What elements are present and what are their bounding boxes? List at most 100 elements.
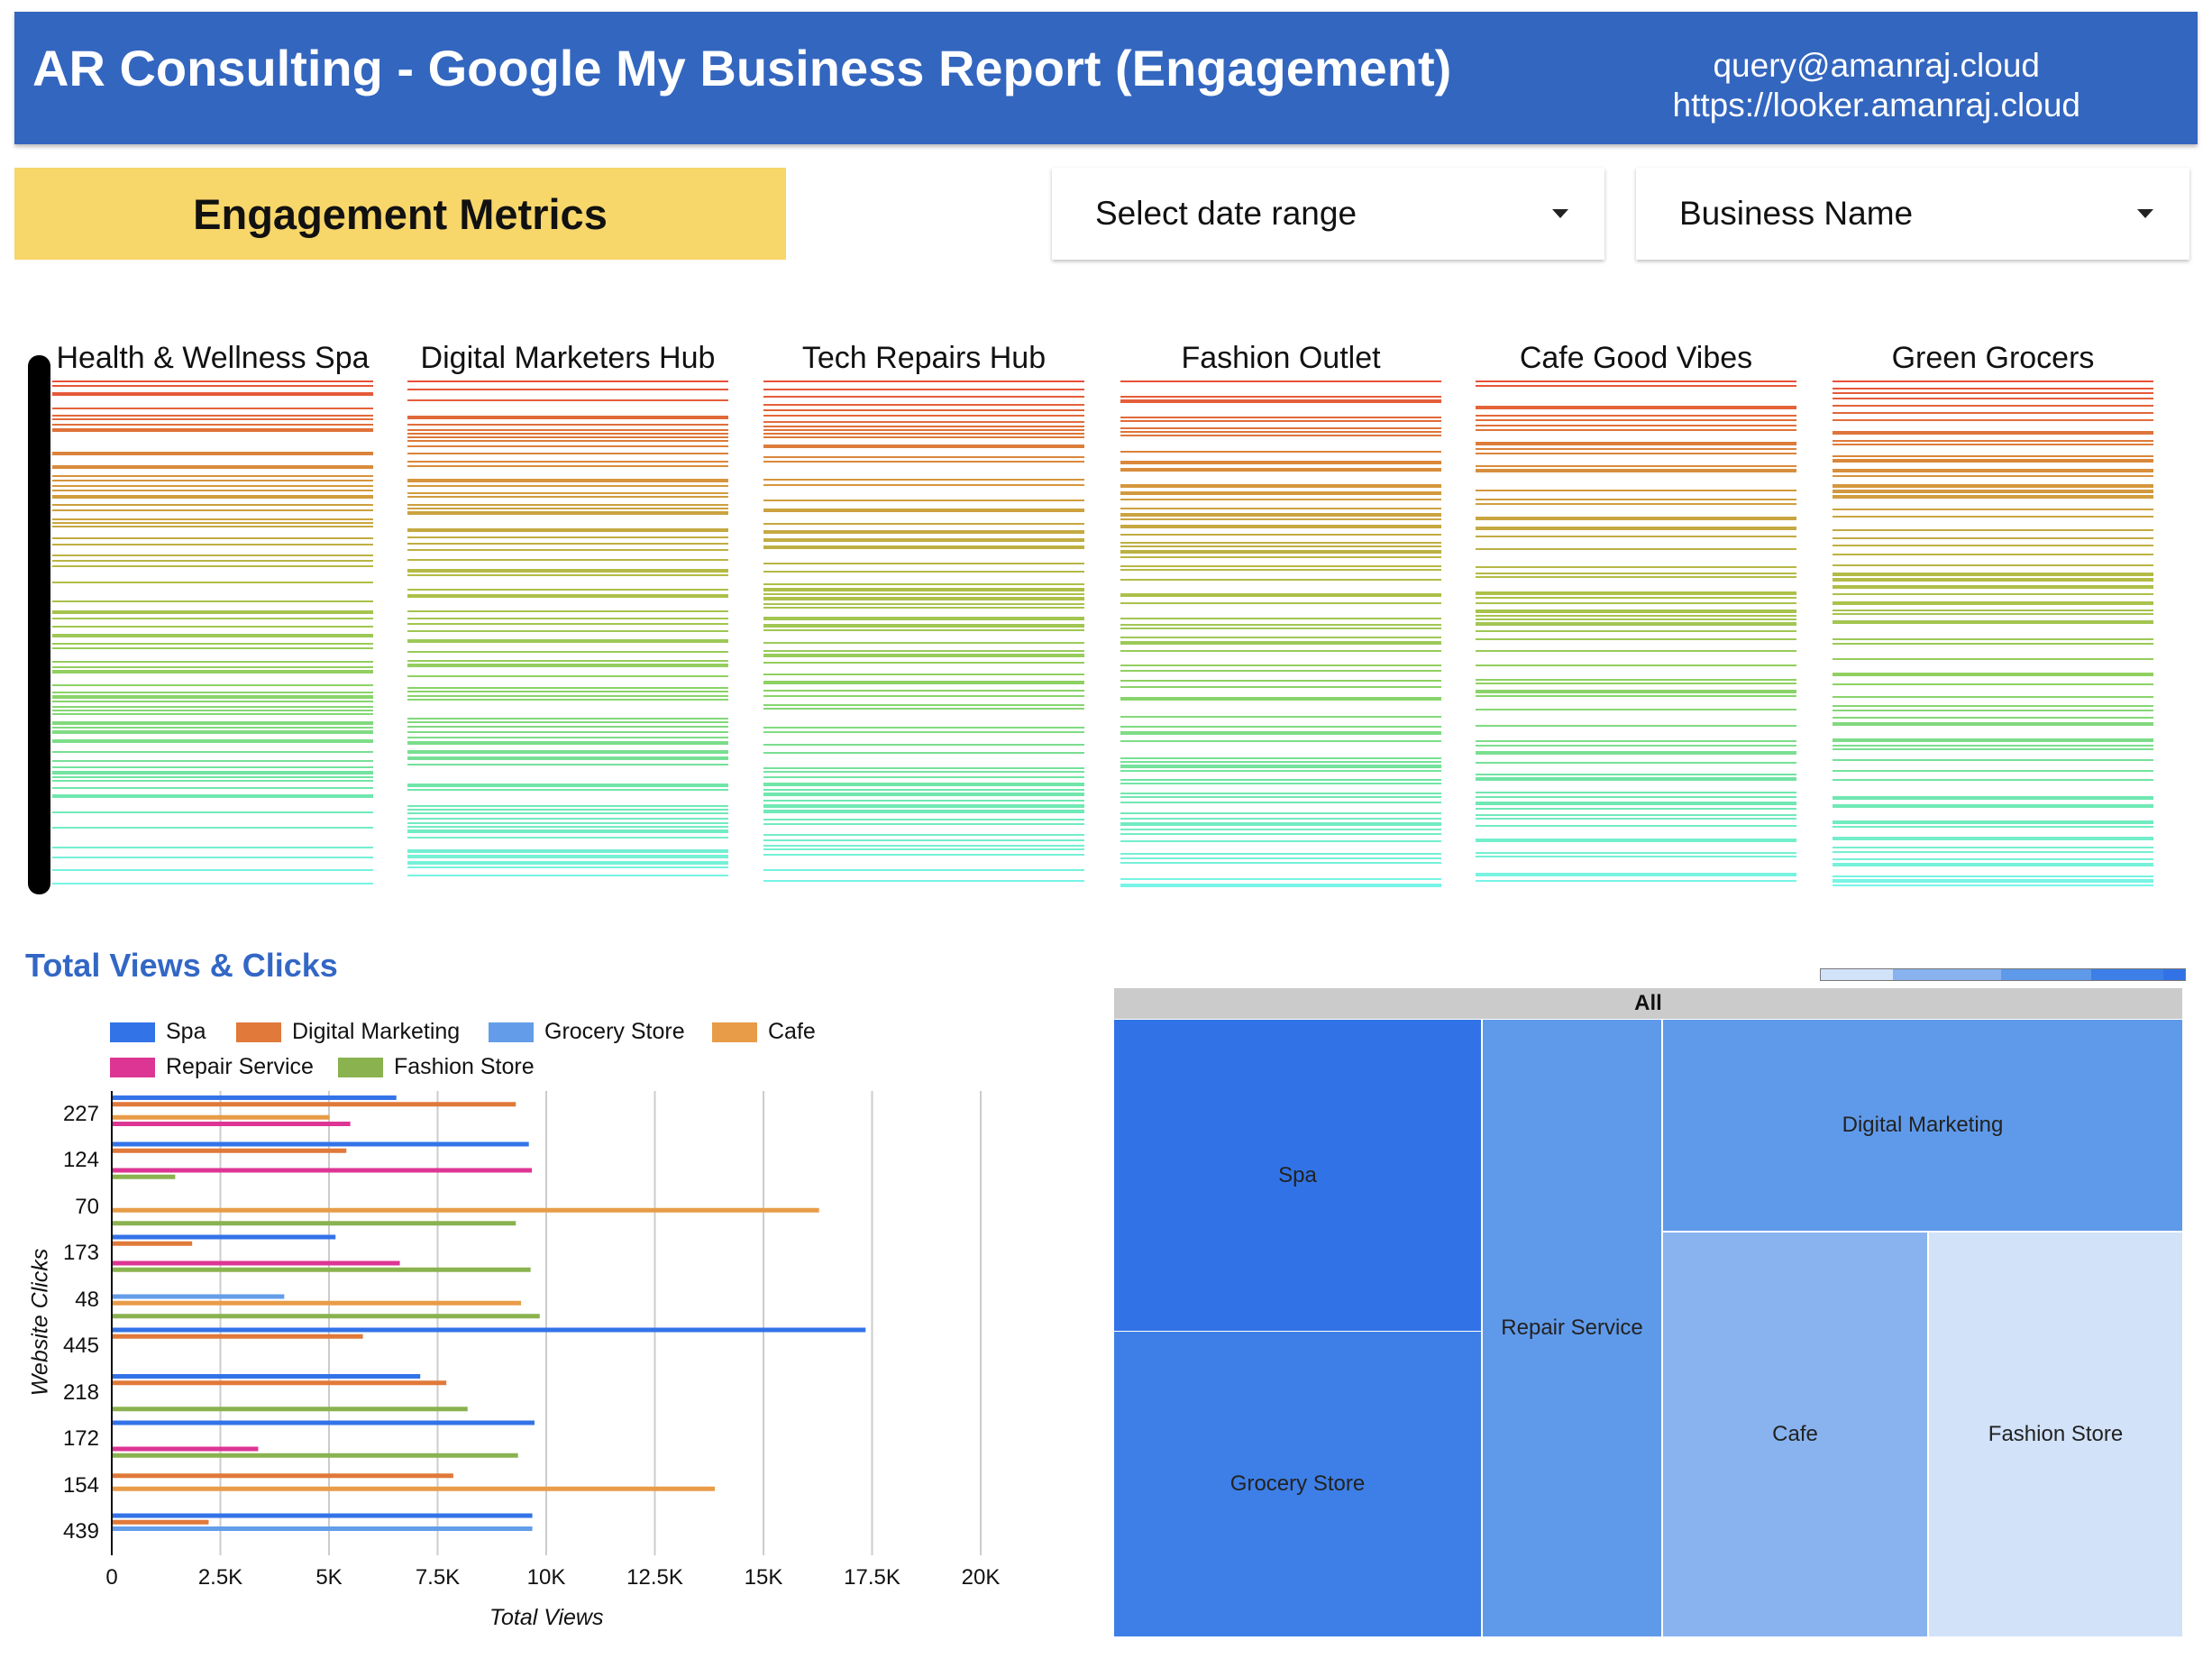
- contact-info: query@amanraj.cloud https://looker.amanr…: [1673, 46, 2080, 125]
- bar-digital-marketing[interactable]: [112, 1380, 447, 1386]
- strip-line: [763, 538, 1084, 542]
- contact-url[interactable]: https://looker.amanraj.cloud: [1672, 87, 2080, 124]
- bar-spa[interactable]: [112, 1095, 397, 1100]
- bar-repair-service[interactable]: [112, 1260, 400, 1266]
- x-tick-label: 15K: [744, 1565, 783, 1590]
- bar-repair-service[interactable]: [112, 1122, 351, 1126]
- legend-item[interactable]: Cafe: [712, 1019, 816, 1045]
- scroll-handle[interactable]: [28, 355, 50, 894]
- strip-line: [1476, 774, 1796, 775]
- strip-line: [1120, 857, 1441, 859]
- strip-line: [1120, 796, 1441, 798]
- strip-chart: [407, 379, 728, 889]
- strip-line: [1833, 610, 2153, 611]
- strip-line: [52, 701, 373, 702]
- treemap-cell[interactable]: Fashion Store: [1929, 1233, 2182, 1636]
- strip-line: [763, 804, 1084, 808]
- report-title: AR Consulting - Google My Business Repor…: [32, 40, 1452, 96]
- bar-repair-service[interactable]: [112, 1446, 259, 1452]
- bar-spa[interactable]: [112, 1420, 535, 1425]
- bar-cafe[interactable]: [112, 1486, 716, 1491]
- treemap-label: Spa: [1278, 1162, 1317, 1187]
- strip-line: [763, 421, 1084, 423]
- strip-line: [52, 565, 373, 567]
- strip-line: [1833, 392, 2153, 394]
- strip-line: [1833, 398, 2153, 399]
- legend-item[interactable]: Grocery Store: [489, 1019, 685, 1045]
- strip-line: [1120, 665, 1441, 666]
- strip-line: [52, 666, 373, 668]
- bar-fashion-store[interactable]: [112, 1174, 176, 1179]
- strip-line: [52, 710, 373, 711]
- treemap-root[interactable]: All: [1114, 988, 2182, 1019]
- strip-line: [1120, 468, 1441, 472]
- strip-line: [52, 560, 373, 562]
- bar-spa[interactable]: [112, 1513, 533, 1518]
- strip-title: Cafe Good Vibes: [1519, 341, 1753, 375]
- treemap-cell[interactable]: Digital Marketing: [1663, 1020, 2182, 1231]
- business-name-dropdown[interactable]: Business Name: [1636, 168, 2189, 260]
- strip-line: [52, 684, 373, 686]
- bar-cafe[interactable]: [112, 1207, 819, 1213]
- bar-grocery-store[interactable]: [112, 1294, 285, 1299]
- bar-spa[interactable]: [112, 1234, 336, 1240]
- strip-line: [1476, 777, 1796, 781]
- bar-fashion-store[interactable]: [112, 1267, 531, 1272]
- bar-digital-marketing[interactable]: [112, 1241, 193, 1246]
- strip-line: [763, 404, 1084, 406]
- strip-line: [1833, 537, 2153, 539]
- strip-line: [407, 695, 728, 697]
- strip-line: [1476, 419, 1796, 421]
- bar-cafe[interactable]: [112, 1300, 522, 1306]
- treemap-cell[interactable]: Repair Service: [1483, 1020, 1661, 1636]
- bar-spa[interactable]: [112, 1374, 421, 1379]
- strip-line: [1120, 484, 1441, 488]
- strip-line: [1120, 399, 1441, 403]
- y-tick-label: 227: [62, 1101, 99, 1126]
- strip-line: [1476, 465, 1796, 467]
- strip-line: [1476, 683, 1796, 684]
- bar-digital-marketing[interactable]: [112, 1473, 453, 1479]
- strip-line: [763, 708, 1084, 710]
- strip-line: [1476, 665, 1796, 666]
- strip-line: [1120, 602, 1441, 604]
- bar-digital-marketing[interactable]: [112, 1334, 363, 1339]
- y-tick-label: 218: [62, 1379, 99, 1405]
- legend-swatch: [489, 1022, 534, 1042]
- strip-line: [1476, 695, 1796, 697]
- strip-line: [52, 771, 373, 775]
- y-tick-label: 173: [62, 1241, 99, 1266]
- bar-fashion-store[interactable]: [112, 1314, 540, 1319]
- strip-line: [407, 549, 728, 551]
- treemap-cell[interactable]: Grocery Store: [1114, 1332, 1481, 1636]
- treemap-cell[interactable]: Spa: [1114, 1020, 1481, 1331]
- strip-line: [52, 555, 373, 556]
- legend-item[interactable]: Digital Marketing: [236, 1019, 460, 1045]
- bar-digital-marketing[interactable]: [112, 1102, 516, 1107]
- legend-item[interactable]: Repair Service: [110, 1054, 314, 1080]
- strip-line: [407, 812, 728, 814]
- bar-spa[interactable]: [112, 1327, 866, 1333]
- bar-fashion-store[interactable]: [112, 1221, 516, 1226]
- strip-line: [1120, 491, 1441, 495]
- bar-digital-marketing[interactable]: [112, 1519, 209, 1525]
- bar-cafe[interactable]: [112, 1114, 330, 1120]
- strip-line: [1833, 673, 2153, 676]
- bar-repair-service[interactable]: [112, 1168, 533, 1173]
- strip-line: [763, 744, 1084, 746]
- bar-grocery-store[interactable]: [112, 1526, 533, 1531]
- legend-item[interactable]: Fashion Store: [338, 1054, 535, 1080]
- strip-line: [1120, 818, 1441, 820]
- x-axis-title: Total Views: [489, 1605, 604, 1630]
- strip-line: [1476, 650, 1796, 652]
- contact-email[interactable]: query@amanraj.cloud: [1713, 47, 2041, 84]
- bar-fashion-store[interactable]: [112, 1407, 468, 1412]
- strip-line: [407, 445, 728, 447]
- bar-spa[interactable]: [112, 1141, 529, 1147]
- bar-fashion-store[interactable]: [112, 1453, 518, 1458]
- legend-item[interactable]: Spa: [110, 1019, 206, 1045]
- treemap-cell[interactable]: Cafe: [1663, 1233, 1927, 1636]
- date-range-dropdown[interactable]: Select date range: [1052, 168, 1604, 260]
- bar-digital-marketing[interactable]: [112, 1148, 347, 1153]
- strip-line: [1476, 499, 1796, 500]
